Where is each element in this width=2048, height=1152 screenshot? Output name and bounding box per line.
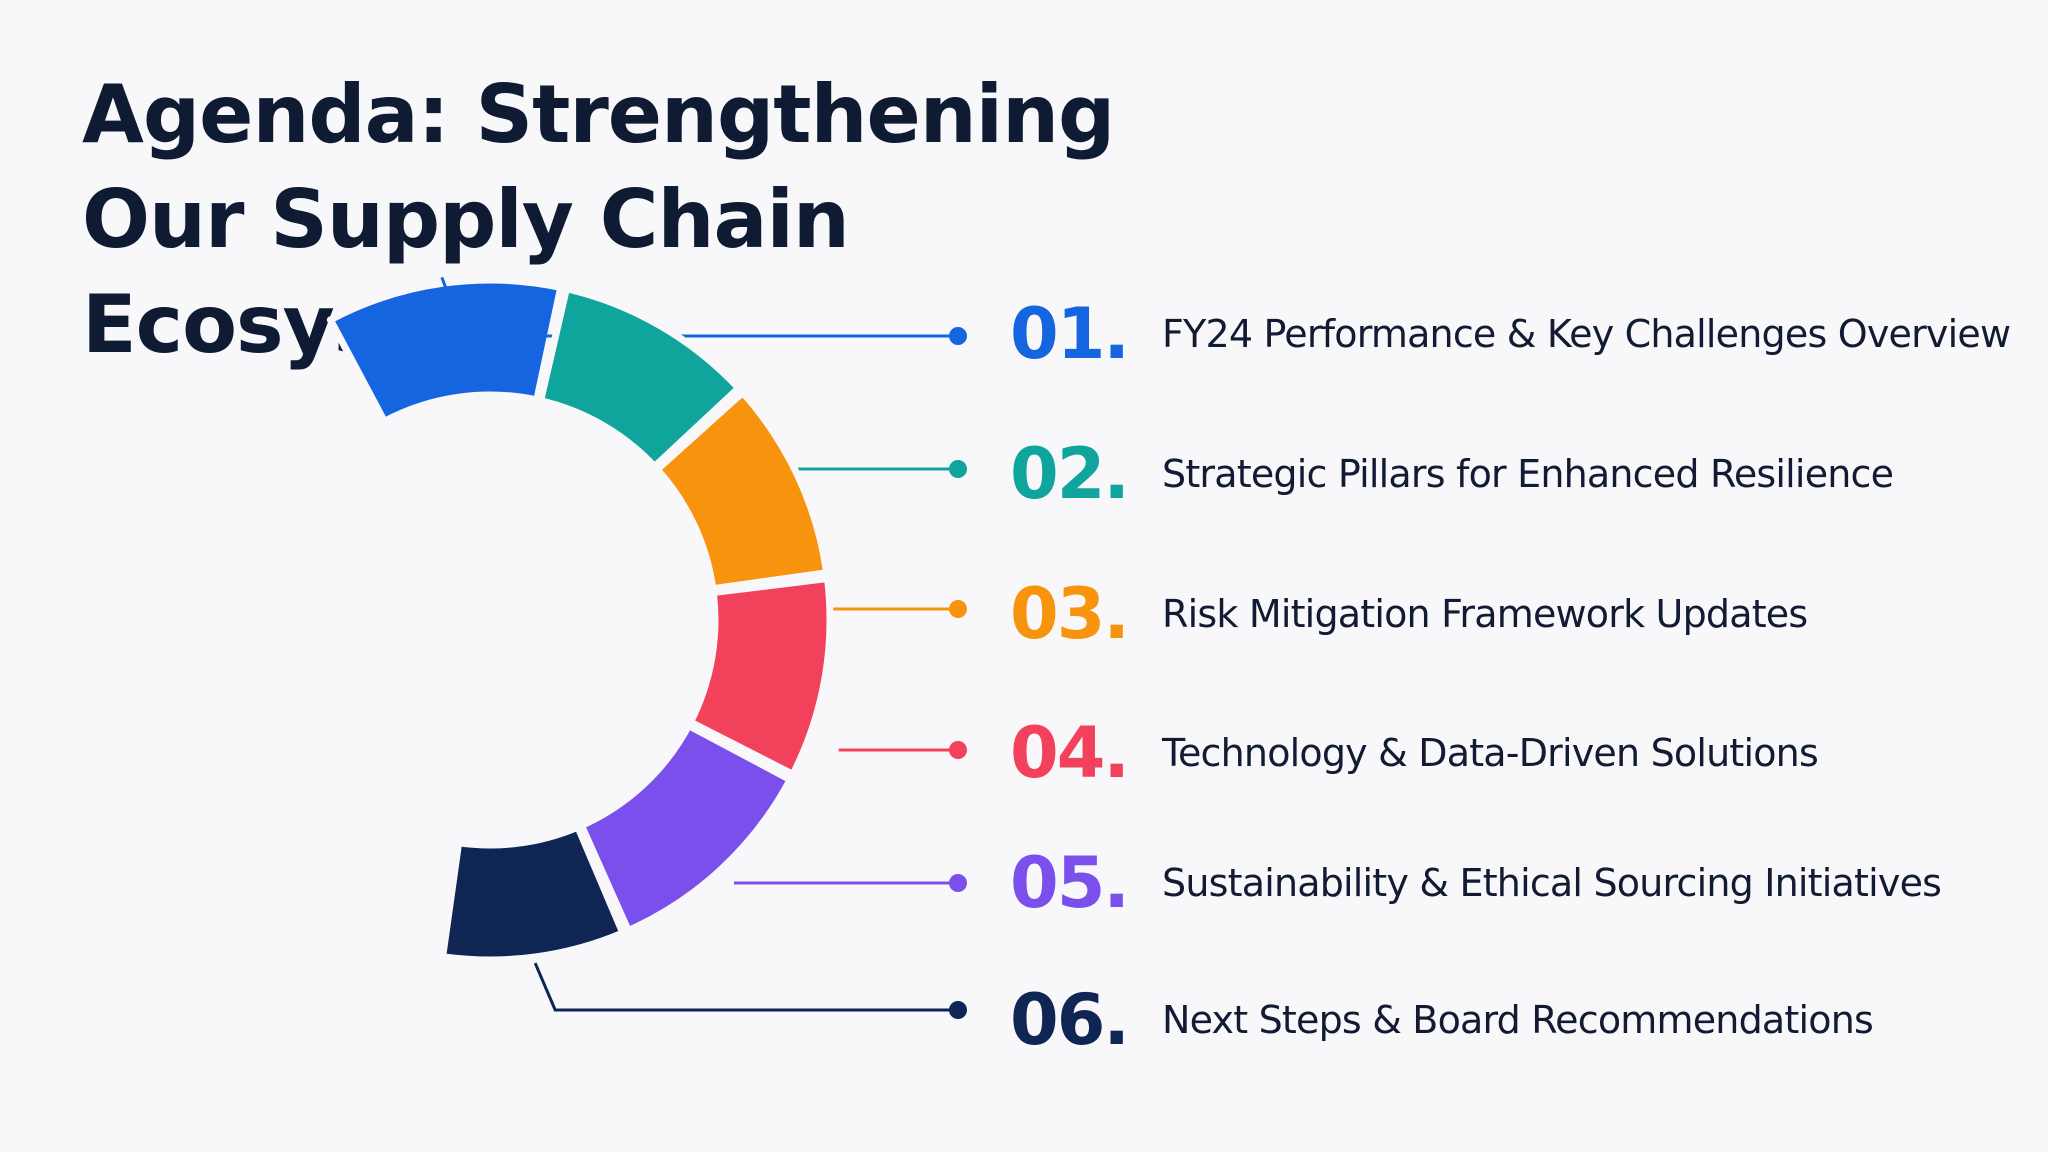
connector-line-1 [440,276,958,338]
agenda-number: 01. [1010,293,1130,375]
agenda-item-2[interactable]: 02. Strategic Pillars for Enhanced Resil… [1010,424,2020,524]
slide-title: Agenda: Strengthening Our Supply Chain E… [82,62,1115,377]
connector-line-6 [533,962,958,1012]
agenda-number: 06. [1010,979,1130,1061]
arc-segment-5 [578,722,794,935]
connector-dot-1 [949,327,967,345]
agenda-item-5[interactable]: 05. Sustainability & Ethical Sourcing In… [1010,833,2020,933]
agenda-item-4[interactable]: 04. Technology & Data-Driven Solutions [1010,703,2020,803]
connector-dot-5 [949,874,967,892]
agenda-item-6[interactable]: 06. Next Steps & Board Recommendations [1010,970,2020,1070]
agenda-label: Strategic Pillars for Enhanced Resilienc… [1162,452,1894,496]
agenda-item-1[interactable]: 01. FY24 Performance & Key Challenges Ov… [1010,284,2020,384]
agenda-number: 02. [1010,433,1130,515]
agenda-label: FY24 Performance & Key Challenges Overvi… [1162,312,2011,356]
agenda-label: Risk Mitigation Framework Updates [1162,592,1808,636]
title-line-1: Agenda: Strengthening [82,68,1115,161]
title-line-2: Our Supply Chain [82,173,850,266]
agenda-label: Next Steps & Board Recommendations [1162,998,1874,1042]
agenda-label: Sustainability & Ethical Sourcing Initia… [1162,861,1942,905]
agenda-number: 03. [1010,573,1130,655]
arc-segment-3 [653,388,831,593]
agenda-number: 05. [1010,842,1130,924]
agenda-label: Technology & Data-Driven Solutions [1162,731,1819,775]
connector-dot-6 [949,1001,967,1019]
arc-segment-6 [439,823,627,964]
connector-dot-3 [949,600,967,618]
arc-segment-1 [326,276,565,425]
agenda-item-3[interactable]: 03. Risk Mitigation Framework Updates [1010,564,2020,664]
connector-dot-2 [949,460,967,478]
agenda-number: 04. [1010,712,1130,794]
arc-segment-4 [686,575,834,778]
connector-dot-4 [949,741,967,759]
arc-segment-2 [537,285,743,471]
